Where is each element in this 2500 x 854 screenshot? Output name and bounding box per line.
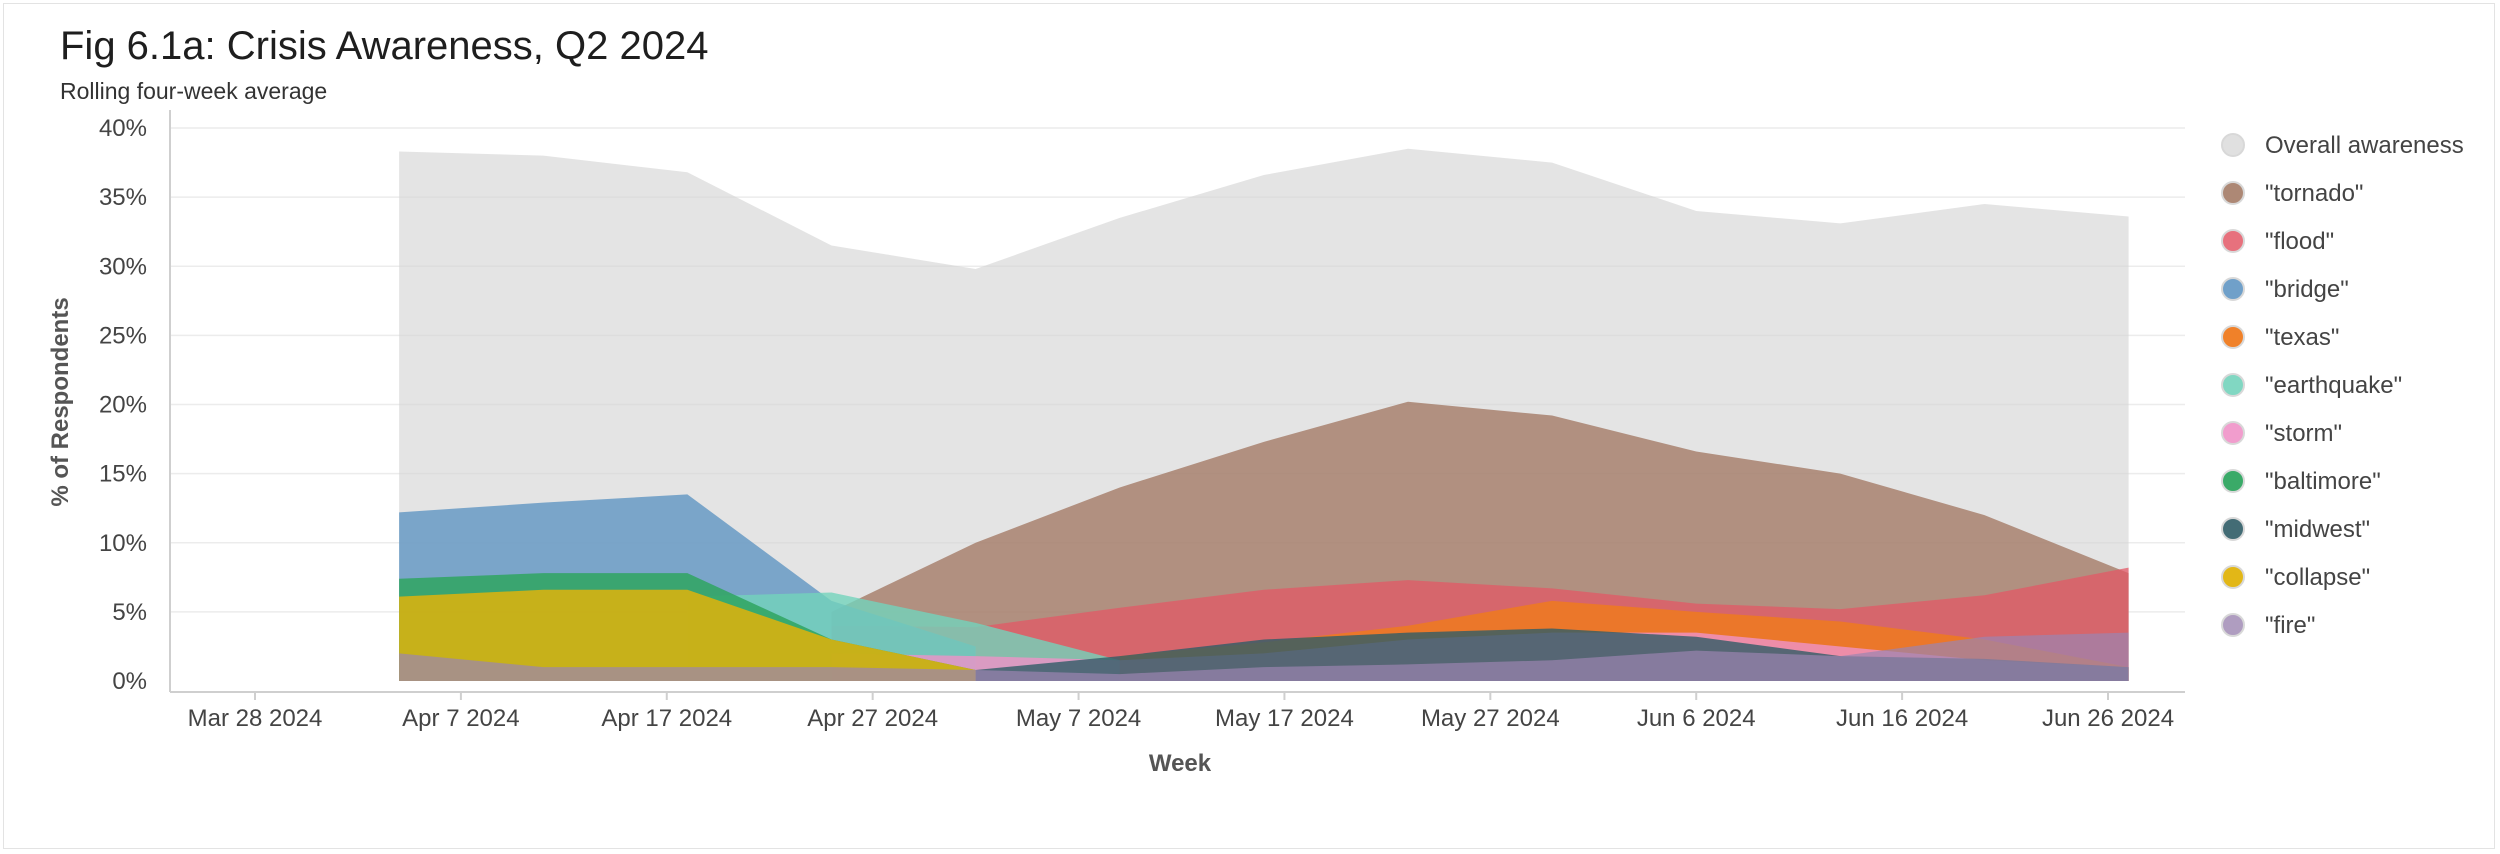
legend-label: Overall awareness (2265, 132, 2464, 159)
legend-label: "tornado" (2265, 180, 2363, 207)
chart-title: Fig 6.1a: Crisis Awareness, Q2 2024 (60, 24, 709, 68)
legend-label: "texas" (2265, 324, 2339, 351)
area-fire (399, 632, 2129, 681)
legend-label: "fire" (2265, 612, 2315, 639)
legend-item: "storm" (2221, 420, 2342, 447)
y-tick-label: 15% (99, 461, 147, 488)
legend-label: "flood" (2265, 228, 2334, 255)
legend-swatch (2221, 277, 2245, 301)
area-collapse (399, 589, 976, 681)
x-tick-label: Apr 17 2024 (601, 705, 732, 732)
x-tick-label: Jun 16 2024 (1836, 705, 1968, 732)
x-tick-label: Mar 28 2024 (188, 705, 323, 732)
legend-swatch (2221, 181, 2245, 205)
legend-swatch (2221, 565, 2245, 589)
legend-swatch (2221, 373, 2245, 397)
legend-swatch (2221, 325, 2245, 349)
x-tick-label: Apr 7 2024 (402, 705, 519, 732)
y-tick-label: 35% (99, 184, 147, 211)
y-tick-label: 20% (99, 392, 147, 419)
legend-swatch (2221, 229, 2245, 253)
legend-item: "flood" (2221, 228, 2334, 255)
legend-item: "texas" (2221, 324, 2339, 351)
legend-label: "bridge" (2265, 276, 2349, 303)
legend-item: "bridge" (2221, 276, 2349, 303)
x-tick-label: Jun 26 2024 (2042, 705, 2174, 732)
legend-swatch (2221, 421, 2245, 445)
x-axis-ticks: Mar 28 2024 Apr 7 2024 Apr 17 2024 Apr 27 2… (188, 692, 2174, 732)
legend: Overall awareness "tornado" "flood" "bridge… (2221, 132, 2464, 639)
legend-item: "baltimore" (2221, 468, 2381, 495)
legend-item: Overall awareness (2221, 132, 2464, 159)
legend-item: "fire" (2221, 612, 2315, 639)
legend-swatch (2221, 469, 2245, 493)
legend-item: "tornado" (2221, 180, 2363, 207)
legend-swatch (2221, 517, 2245, 541)
y-axis-label: % of Respondents (47, 297, 74, 506)
y-axis-ticks: 0% 5% 10% 15% 20% 25% 30% 35% 40% (99, 115, 147, 695)
series-areas (399, 148, 2129, 682)
y-tick-label: 0% (112, 668, 147, 695)
legend-item: "earthquake" (2221, 372, 2402, 399)
legend-label: "baltimore" (2265, 468, 2381, 495)
y-tick-label: 40% (99, 115, 147, 142)
x-tick-label: Apr 27 2024 (807, 705, 938, 732)
x-tick-label: May 17 2024 (1215, 705, 1354, 732)
x-tick-label: May 27 2024 (1421, 705, 1560, 732)
legend-item: "midwest" (2221, 516, 2370, 543)
legend-swatch (2221, 613, 2245, 637)
y-tick-label: 30% (99, 253, 147, 280)
x-axis-label: Week (1149, 750, 1212, 777)
legend-label: "earthquake" (2265, 372, 2402, 399)
legend-label: "collapse" (2265, 564, 2370, 591)
y-tick-label: 25% (99, 322, 147, 349)
chart-subtitle: Rolling four-week average (60, 78, 328, 104)
x-tick-label: May 7 2024 (1016, 705, 1141, 732)
x-tick-label: Jun 6 2024 (1637, 705, 1756, 732)
legend-label: "storm" (2265, 420, 2342, 447)
y-tick-label: 10% (99, 530, 147, 557)
legend-item: "collapse" (2221, 564, 2370, 591)
axes (169, 110, 2185, 693)
y-tick-label: 5% (112, 599, 147, 626)
legend-swatch (2221, 133, 2245, 157)
legend-label: "midwest" (2265, 516, 2370, 543)
